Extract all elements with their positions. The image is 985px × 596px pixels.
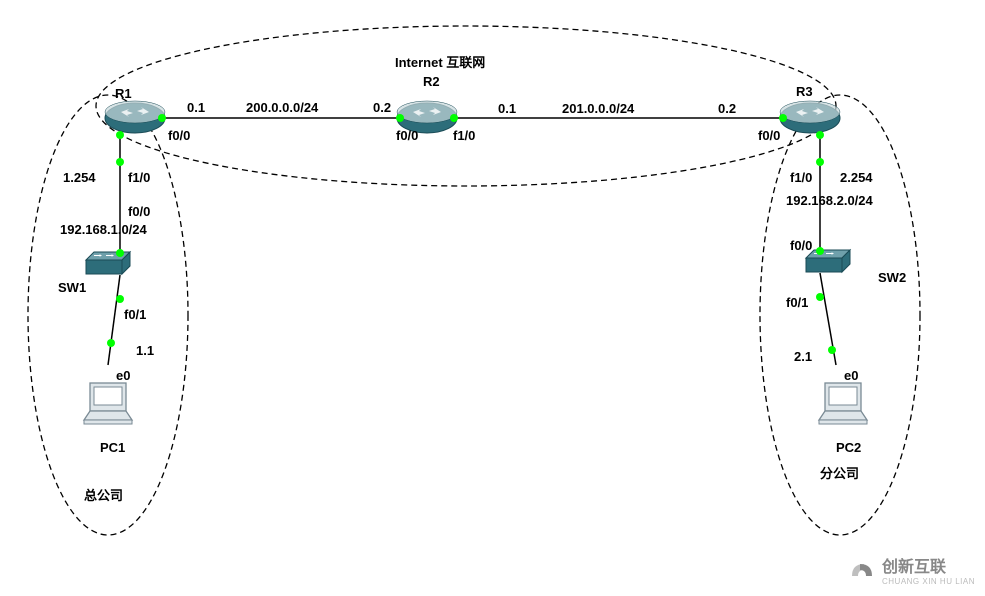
- label-r1_f00: f0/0: [168, 128, 190, 143]
- label-sw1_f00: f0/0: [128, 204, 150, 219]
- label-r1_f10: f1/0: [128, 170, 150, 185]
- node-label-R1: R1: [115, 86, 132, 101]
- label-net_192b: 192.168.2.0/24: [786, 193, 873, 208]
- label-r2_f00: f0/0: [396, 128, 418, 143]
- node-label-SW1: SW1: [58, 280, 86, 295]
- label-r3_f00: f0/0: [758, 128, 780, 143]
- connection-dot: [158, 114, 166, 122]
- link-SW1-PC1: [108, 275, 120, 365]
- label-net_201: 201.0.0.0/24: [562, 101, 634, 116]
- brand-logo: 创新互联 CHUANG XIN HU LIAN: [848, 553, 975, 586]
- label-pc1_e0: e0: [116, 368, 130, 383]
- switch-SW2: [806, 250, 850, 272]
- label-net_192a: 192.168.1.0/24: [60, 222, 147, 237]
- connection-dot: [816, 158, 824, 166]
- label-sw1_f01: f0/1: [124, 307, 146, 322]
- switch-SW1: [86, 252, 130, 274]
- logo-text-sub: CHUANG XIN HU LIAN: [882, 577, 975, 586]
- label-br_text: 分公司: [820, 463, 859, 482]
- connection-dot: [116, 131, 124, 139]
- connection-dot: [816, 247, 824, 255]
- label-pc1_ip: 1.1: [136, 343, 154, 358]
- connection-dot: [779, 114, 787, 122]
- label-pc2_e0: e0: [844, 368, 858, 383]
- connection-dot: [816, 131, 824, 139]
- connection-dot: [396, 114, 404, 122]
- node-label-R3: R3: [796, 84, 813, 99]
- pc-PC1: [84, 383, 132, 424]
- connection-dot: [107, 339, 115, 347]
- label-r3_ip: 2.254: [840, 170, 873, 185]
- node-label-R2: R2: [423, 74, 440, 89]
- connection-dot: [828, 346, 836, 354]
- label-r2_f10: f1/0: [453, 128, 475, 143]
- label-internet_title: Internet 互联网: [395, 52, 485, 71]
- node-label-PC1: PC1: [100, 440, 125, 455]
- label-ip_02a: 0.2: [373, 100, 391, 115]
- label-net_200: 200.0.0.0/24: [246, 100, 318, 115]
- diagram-canvas: [0, 0, 985, 596]
- router-R1: [105, 101, 165, 133]
- connection-dot: [116, 295, 124, 303]
- label-sw2_f01: f0/1: [786, 295, 808, 310]
- connection-dot: [816, 293, 824, 301]
- label-sw2_f00: f0/0: [790, 238, 812, 253]
- label-ip_02b: 0.2: [718, 101, 736, 116]
- connection-dot: [450, 114, 458, 122]
- connection-dot: [116, 249, 124, 257]
- label-hq_text: 总公司: [84, 485, 123, 504]
- logo-text-main: 创新互联: [882, 553, 975, 577]
- node-label-PC2: PC2: [836, 440, 861, 455]
- region-hq: [28, 95, 188, 535]
- connection-dot: [116, 158, 124, 166]
- pc-PC2: [819, 383, 867, 424]
- label-ip_01a: 0.1: [187, 100, 205, 115]
- label-r1_ip: 1.254: [63, 170, 96, 185]
- label-pc2_ip: 2.1: [794, 349, 812, 364]
- router-R3: [780, 101, 840, 133]
- label-ip_01b: 0.1: [498, 101, 516, 116]
- node-label-SW2: SW2: [878, 270, 906, 285]
- label-r3_f10: f1/0: [790, 170, 812, 185]
